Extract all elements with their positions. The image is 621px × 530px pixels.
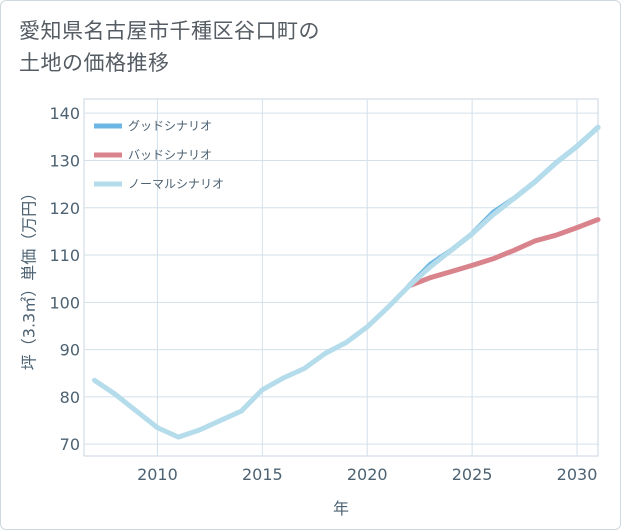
y-tick-label: 80 [60,388,80,407]
y-axis-title: 坪（3.3㎡）単価（万円） [20,185,39,370]
legend-label-2: ノーマルシナリオ [128,177,224,191]
series-layer [92,124,601,440]
y-tick-label: 140 [49,104,80,123]
x-axis-title: 年 [333,499,349,518]
series-line-1 [406,217,601,289]
legend-label-0: グッドシナリオ [128,119,212,133]
series-line-2 [92,124,601,440]
x-tick-label: 2010 [137,465,178,484]
chart-title-line-2: 土地の価格推移 [19,51,170,75]
tick-labels: 2010 2015 2020 2025 2030 70 80 90 100 110 120 130 14… [49,104,597,484]
x-tick-label: 2020 [347,465,388,484]
x-tick-label: 2015 [242,465,283,484]
x-tick-label: 2025 [452,465,493,484]
y-tick-label: 100 [49,293,80,312]
y-tick-label: 90 [60,341,80,360]
y-tick-label: 70 [60,435,80,454]
x-tick-label: 2030 [557,465,598,484]
y-tick-label: 130 [49,151,80,170]
chart-title: 愛知県名古屋市千種区谷口町の 土地の価格推移 [19,15,320,79]
y-tick-label: 110 [49,246,80,265]
y-tick-label: 120 [49,199,80,218]
legend-label-1: バッドシナリオ [128,148,212,162]
chart-title-line-1: 愛知県名古屋市千種区谷口町の [19,19,320,43]
grid-lines [84,99,598,456]
